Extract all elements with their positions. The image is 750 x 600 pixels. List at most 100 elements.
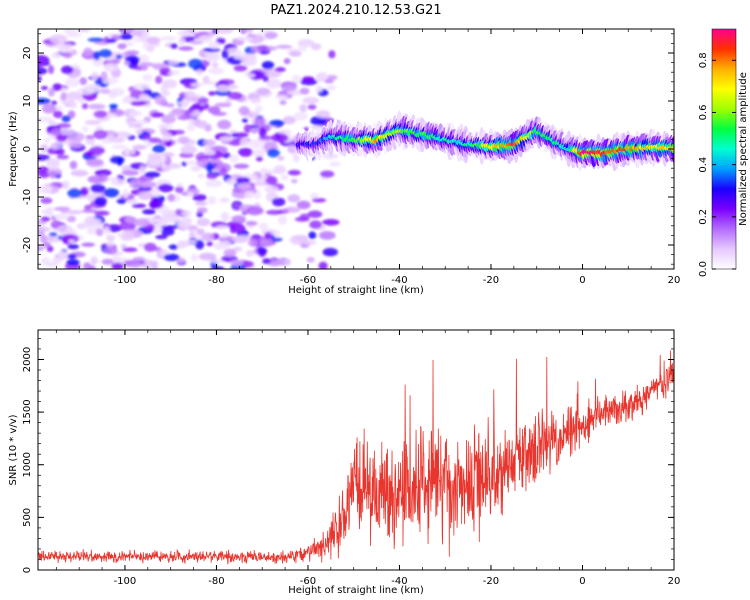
snr-x-axis-title: Height of straight line (km) [288, 585, 424, 596]
heatmap-cell [135, 129, 143, 135]
heatmap-cell [256, 87, 270, 96]
heatmap-cell [261, 61, 275, 70]
heatmap-cell [262, 75, 269, 83]
heatmap-cell [67, 244, 80, 250]
heatmap-cell [161, 79, 178, 89]
heatmap-cell [196, 69, 203, 76]
heatmap-cell [125, 115, 134, 126]
heatmap-cell [146, 45, 155, 53]
heatmap-cell [273, 165, 287, 174]
heatmap-cell [219, 166, 228, 177]
heatmap-cell [247, 34, 265, 44]
heatmap-cell [80, 187, 89, 196]
heatmap-cell [93, 110, 108, 118]
heatmap-cell [227, 92, 243, 100]
heatmap-cell [289, 235, 307, 245]
heatmap-cell [79, 77, 87, 85]
heatmap-cell [175, 208, 183, 216]
heatmap-cell [100, 71, 108, 81]
heatmap-cell [83, 47, 93, 56]
heatmap-cell [178, 46, 194, 51]
heatmap-cell [67, 110, 76, 119]
heatmap-cell [258, 222, 269, 230]
heatmap-cell [246, 73, 256, 78]
heatmap-cell [177, 115, 191, 121]
heatmap-cell [194, 201, 208, 206]
spectrogram-x-axis-title: Height of straight line (km) [288, 285, 424, 296]
heatmap-cell [191, 253, 198, 262]
y-tick-label: 10 [22, 95, 33, 108]
heatmap-cell [94, 210, 110, 216]
heatmap-cell [320, 170, 335, 178]
heatmap-cell [167, 70, 181, 76]
heatmap-cell [49, 34, 68, 45]
heatmap-cell [66, 258, 80, 266]
heatmap-cell [176, 183, 184, 187]
heatmap-cell [293, 111, 308, 121]
y-tick-label: 500 [22, 508, 33, 527]
heatmap-cell [241, 118, 249, 123]
heatmap-cell [49, 171, 57, 179]
heatmap-cell [254, 105, 263, 113]
heatmap-cell [79, 223, 89, 229]
heatmap-cell [81, 242, 96, 247]
heatmap-cell [326, 85, 337, 91]
heatmap-cell [53, 213, 70, 220]
heatmap-cell [192, 194, 207, 202]
heatmap-cell [142, 30, 149, 37]
heatmap-cell [291, 179, 298, 184]
heatmap-cell [106, 234, 116, 242]
heatmap-cell [157, 123, 174, 129]
heatmap-cell [184, 90, 196, 99]
heatmap-cell [206, 162, 214, 173]
heatmap-cell [239, 138, 250, 147]
heatmap-cell [238, 106, 250, 116]
heatmap-cell [188, 231, 196, 239]
x-tick-label: -20 [483, 275, 499, 286]
heatmap-cell [197, 97, 209, 104]
heatmap-cell [38, 56, 50, 64]
heatmap-cell [203, 139, 216, 147]
heatmap-cell [167, 60, 179, 65]
heatmap-cell [122, 29, 135, 32]
heatmap-cell [254, 116, 266, 127]
heatmap-cell [65, 78, 80, 87]
heatmap-cell [318, 261, 328, 269]
heatmap-cell [116, 198, 127, 205]
heatmap-cell [123, 147, 131, 156]
heatmap-cell [264, 232, 272, 240]
heatmap-cell [38, 75, 42, 82]
heatmap-cell [276, 44, 293, 49]
y-tick-label: 2000 [22, 347, 33, 372]
heatmap-cell [307, 104, 317, 110]
heatmap-cell [311, 198, 327, 203]
heatmap-cell [94, 196, 107, 207]
heatmap-cell [281, 85, 297, 92]
heatmap-cell [93, 51, 101, 61]
colorbar-tick-label: 0.2 [698, 209, 709, 225]
heatmap-cell [177, 136, 190, 144]
heatmap-cell [152, 144, 166, 154]
heatmap-cell [84, 83, 101, 93]
colorbar: 0.0 0.2 0.4 0.6 0.8 Normalized spectral ampl… [698, 28, 749, 277]
heatmap-cell [121, 170, 140, 176]
heatmap-cell [94, 169, 112, 177]
heatmap-cell [186, 160, 197, 166]
heatmap-cell [162, 152, 175, 157]
heatmap-cell [322, 219, 340, 226]
heatmap-cell [38, 97, 51, 105]
heatmap-cell [129, 179, 142, 189]
heatmap-cell [90, 183, 106, 193]
heatmap-cell [81, 103, 89, 110]
heatmap-cell [201, 232, 214, 242]
heatmap-cell [287, 169, 301, 176]
colorbar-title: Normalized spectral amplitude [738, 72, 749, 226]
heatmap-cell [90, 256, 98, 265]
heatmap-cell [208, 91, 216, 96]
x-tick-label: 20 [668, 576, 681, 587]
heatmap-cell [297, 45, 307, 52]
heatmap-cell [297, 39, 315, 47]
heatmap-cell [45, 206, 54, 217]
heatmap-cell [159, 67, 171, 74]
heatmap-cell [38, 62, 44, 68]
